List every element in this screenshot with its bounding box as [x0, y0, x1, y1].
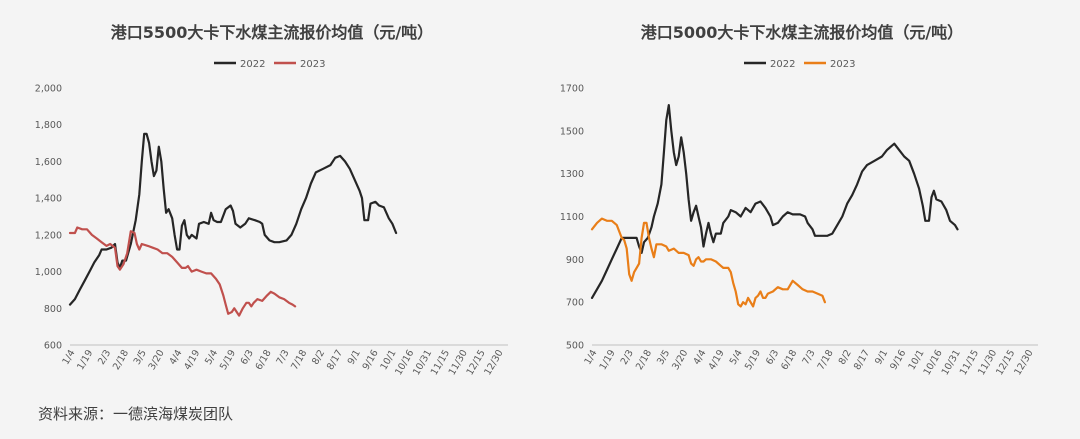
y-tick-label: 1,000 — [35, 267, 62, 278]
y-tick-label: 1300 — [560, 169, 584, 180]
x-tick-label: 7/18 — [816, 348, 836, 372]
x-tick-label: 5/19 — [218, 348, 238, 372]
y-tick-label: 1,400 — [35, 194, 62, 205]
series-line-2023 — [590, 217, 826, 308]
y-tick-label: 2,000 — [35, 84, 62, 95]
x-tick-label: 6/3 — [764, 348, 781, 367]
x-tick-label: 1/19 — [598, 348, 618, 372]
x-tick-label: 4/19 — [707, 348, 727, 372]
y-tick-label: 800 — [44, 304, 62, 315]
x-tick-label: 5/4 — [728, 348, 745, 367]
y-tick-label: 900 — [566, 255, 584, 266]
x-tick-label: 6/3 — [239, 348, 256, 367]
y-tick-label: 1,200 — [35, 230, 62, 241]
legend: 2022 2023 — [214, 59, 325, 70]
y-tick-label: 700 — [566, 298, 584, 309]
y-tick-label: 500 — [566, 341, 584, 352]
x-tick-label: 3/20 — [147, 348, 167, 372]
x-tick-label: 12/30 — [482, 348, 505, 377]
x-tick-label: 8/17 — [325, 348, 345, 372]
chart-title: 港口5000大卡下水煤主流报价均值（元/吨） — [641, 23, 963, 42]
chart-title: 港口5500大卡下水煤主流报价均值（元/吨） — [111, 23, 433, 42]
x-tick-label: 8/2 — [310, 348, 327, 367]
x-tick-label: 6/18 — [254, 348, 274, 372]
x-tick-label: 7/3 — [800, 348, 817, 367]
x-tick-label: 5/4 — [203, 348, 220, 367]
x-tick-label: 5/19 — [743, 348, 763, 372]
x-tick-label: 6/18 — [779, 348, 799, 372]
series-line-2022 — [590, 104, 959, 299]
x-tick-label: 7/18 — [289, 348, 309, 372]
x-tick-label: 4/4 — [167, 348, 184, 367]
x-tick-label: 4/19 — [182, 348, 202, 372]
series-line-2022 — [68, 132, 398, 306]
x-tick-label: 1/4 — [582, 348, 599, 367]
x-tick-label: 2/3 — [619, 348, 636, 367]
x-tick-label: 3/5 — [655, 348, 672, 367]
legend-label-2022: 2022 — [770, 59, 795, 70]
legend-label-2022: 2022 — [240, 59, 265, 70]
source-note: 资料来源：一德滨海煤炭团队 — [38, 405, 234, 423]
y-tick-label: 1,800 — [35, 120, 62, 131]
x-tick-label: 8/2 — [837, 348, 854, 367]
x-tick-label: 4/4 — [691, 348, 708, 367]
legend: 2022 2023 — [744, 59, 855, 70]
x-tick-label: 2/18 — [634, 348, 654, 372]
y-tick-label: 1,600 — [35, 157, 62, 168]
legend-label-2023: 2023 — [300, 59, 325, 70]
x-tick-label: 7/3 — [274, 348, 291, 367]
x-tick-label: 1/4 — [60, 348, 77, 367]
chart-5500-kcal: 港口5500大卡下水煤主流报价均值（元/吨） 2022 2023 600 800 1,00… — [35, 23, 508, 377]
chart-5000-kcal: 港口5000大卡下水煤主流报价均值（元/吨） 2022 2023 500 700 900 1… — [560, 23, 1038, 377]
x-tick-label: 9/16 — [888, 348, 908, 372]
x-tick-label: 3/20 — [670, 348, 690, 372]
x-tick-label: 9/1 — [873, 348, 890, 367]
legend-label-2023: 2023 — [830, 59, 855, 70]
x-tick-label: 8/17 — [852, 348, 872, 372]
x-tick-label: 3/5 — [132, 348, 149, 367]
x-tick-label: 2/18 — [111, 348, 131, 372]
x-tick-label: 12/30 — [1012, 348, 1035, 377]
y-tick-label: 600 — [44, 341, 62, 352]
series-line-2023 — [68, 226, 297, 317]
x-tick-label: 1/19 — [75, 348, 95, 372]
x-tick-label: 9/1 — [346, 348, 363, 367]
x-tick-label: 9/16 — [361, 348, 381, 372]
x-tick-label: 2/3 — [96, 348, 113, 367]
y-tick-label: 1700 — [560, 84, 584, 95]
y-tick-label: 1500 — [560, 126, 584, 137]
y-tick-label: 1100 — [560, 212, 584, 223]
